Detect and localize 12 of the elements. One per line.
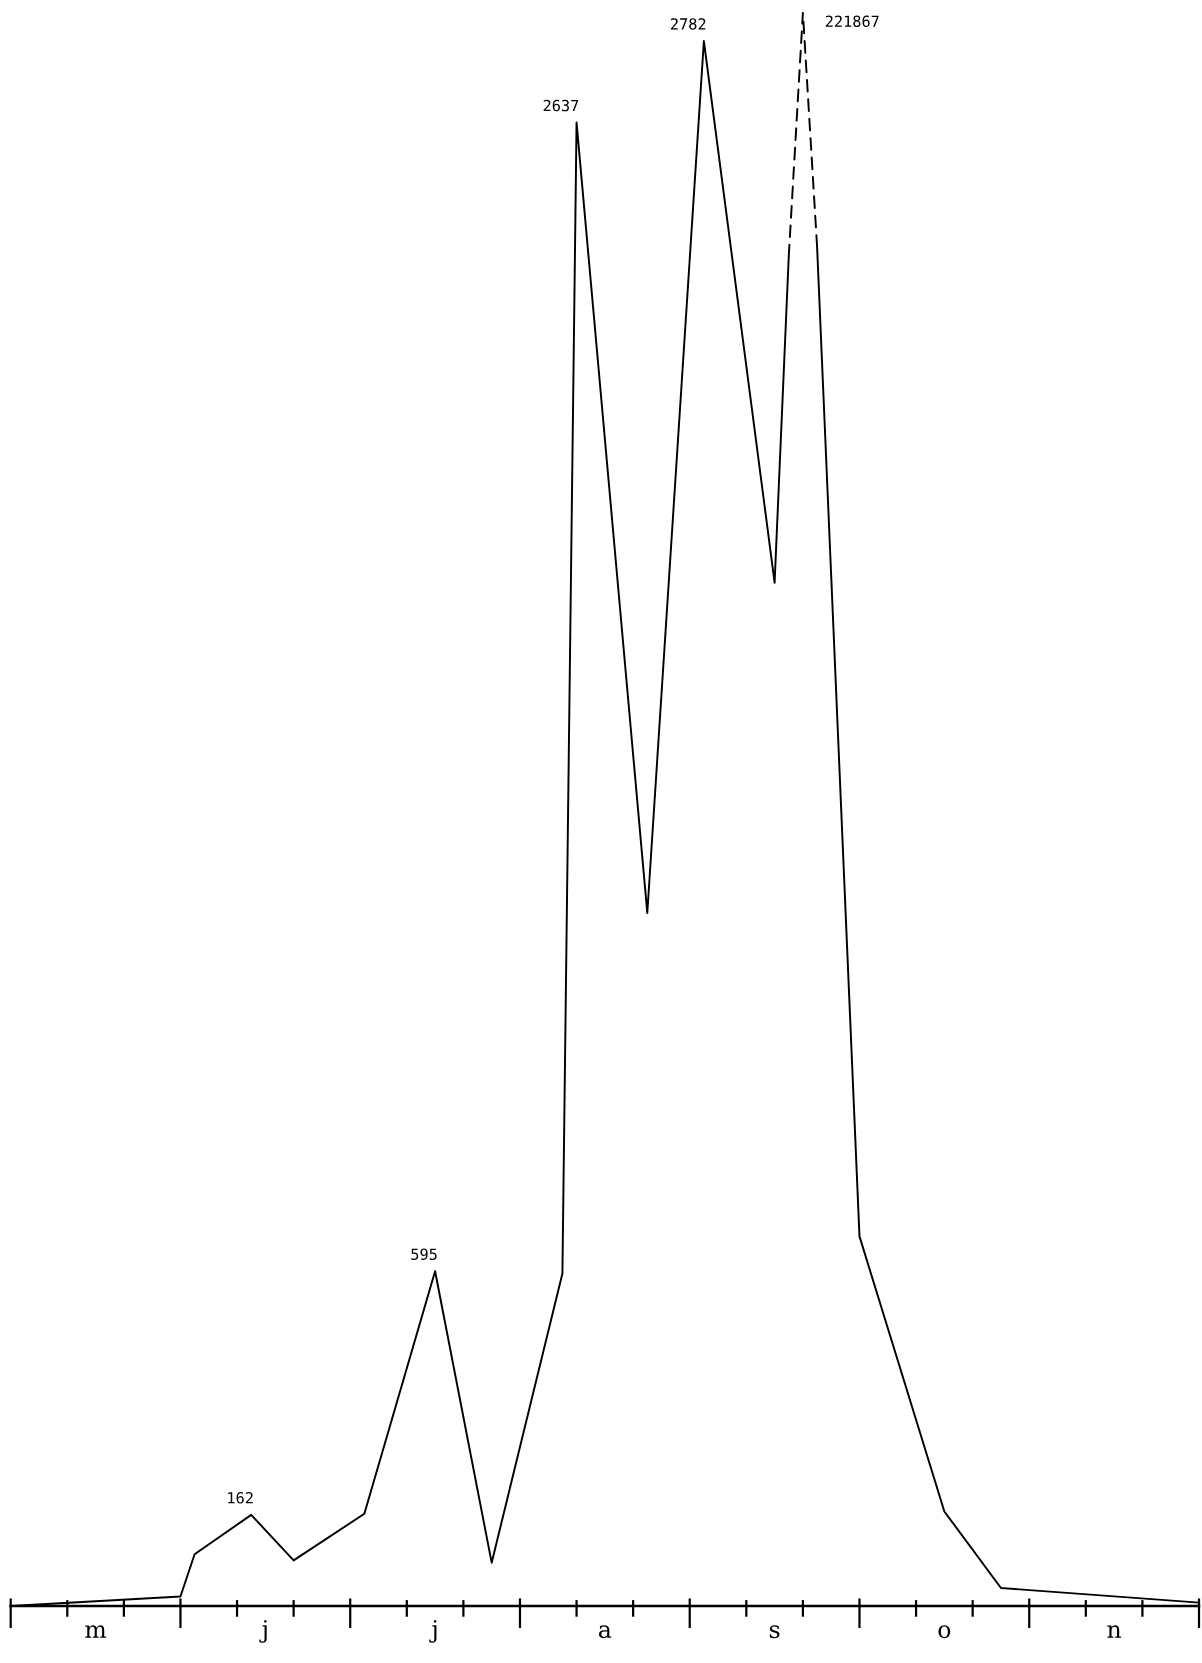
x-tick-label: j (429, 1620, 437, 1643)
annotation: 221867 (825, 15, 879, 28)
x-tick-label: o (938, 1625, 951, 1639)
x-tick-label: a (598, 1625, 612, 1639)
x-tick-label: s (769, 1625, 780, 1639)
x-tick-label: j (259, 1620, 267, 1643)
data-label: 162 (228, 1492, 253, 1504)
data-label: 2637 (543, 99, 579, 112)
data-label: 2782 (671, 18, 706, 30)
x-tick-label: n (1107, 1625, 1122, 1638)
x-tick-label: m (85, 1625, 107, 1638)
data-label: 595 (411, 1248, 437, 1260)
